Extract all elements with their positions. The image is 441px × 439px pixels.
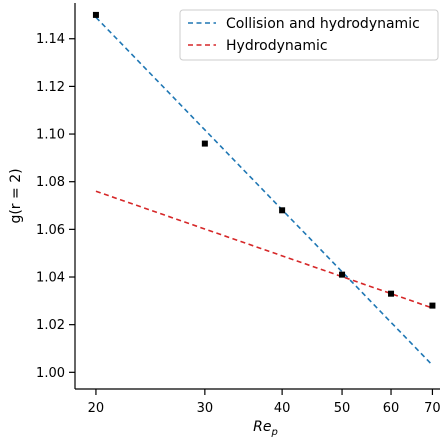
y-tick-label: 1.00 xyxy=(36,366,65,381)
x-axis-label: Rep xyxy=(253,419,278,438)
legend: Collision and hydrodynamic Hydrodynamic xyxy=(179,9,439,61)
data-point xyxy=(429,302,436,309)
y-tick-label: 1.06 xyxy=(36,223,65,238)
series-line xyxy=(95,16,434,366)
data-point xyxy=(201,140,208,147)
x-axis: 20 30 40 50 60 70 xyxy=(88,389,441,416)
data-points xyxy=(92,11,436,309)
data-point xyxy=(92,11,99,18)
series-line xyxy=(95,190,433,309)
y-axis-label: g(r = 2) xyxy=(8,168,24,223)
x-tick-label: 60 xyxy=(383,401,400,416)
x-tick-label: 20 xyxy=(88,401,105,416)
x-tick-label: 70 xyxy=(424,401,441,416)
y-tick-label: 1.08 xyxy=(36,175,65,190)
y-tick-label: 1.02 xyxy=(36,318,65,333)
plot-frame xyxy=(74,3,440,390)
legend-box xyxy=(179,9,439,61)
x-tick-label: 50 xyxy=(334,401,351,416)
x-tick-label: 30 xyxy=(197,401,214,416)
legend-label: Hydrodynamic xyxy=(226,38,328,54)
data-point xyxy=(339,271,346,278)
data-point xyxy=(279,207,286,214)
series-lines xyxy=(95,16,434,366)
y-tick-label: 1.04 xyxy=(36,271,65,286)
legend-label: Collision and hydrodynamic xyxy=(226,16,420,32)
y-tick-label: 1.10 xyxy=(36,128,65,143)
x-tick-label: 40 xyxy=(274,401,291,416)
y-tick-label: 1.12 xyxy=(36,80,65,95)
y-axis: 1.00 1.02 1.04 1.06 1.08 1.10 1.12 1.14 xyxy=(36,32,75,381)
data-point xyxy=(388,290,395,297)
y-tick-label: 1.14 xyxy=(36,32,65,47)
